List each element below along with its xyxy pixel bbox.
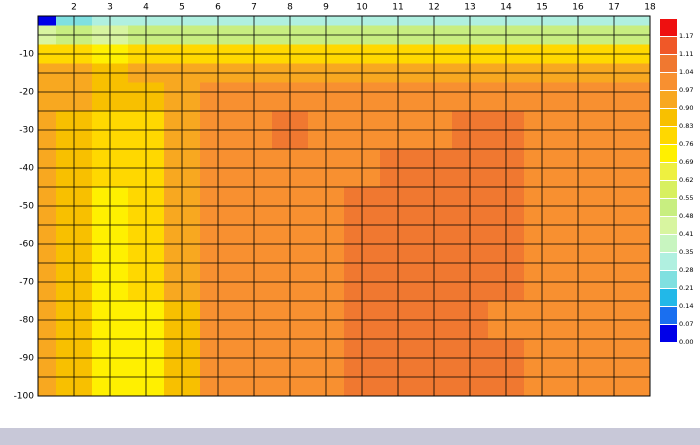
x-tick-label: 3 <box>107 3 113 13</box>
colorbar-label: 0.83 <box>679 122 693 130</box>
colorbar-label: 0.35 <box>679 248 693 256</box>
y-tick-label: -80 <box>19 316 34 326</box>
colorbar-box <box>660 325 677 342</box>
x-tick-label: 17 <box>608 3 619 13</box>
colorbar-label: 0.07 <box>679 320 693 328</box>
x-tick-label: 9 <box>323 3 329 13</box>
colorbar-box <box>660 163 677 180</box>
y-tick-label: -100 <box>14 392 35 402</box>
colorbar-label: 0.69 <box>679 158 693 166</box>
colorbar-label: 0.62 <box>679 176 693 184</box>
x-tick-label: 16 <box>572 3 584 13</box>
colorbar-box <box>660 217 677 234</box>
colorbar-box <box>660 307 677 324</box>
colorbar-box <box>660 235 677 252</box>
x-tick-label: 15 <box>536 3 547 13</box>
colorbar-label: 0.55 <box>679 194 693 202</box>
y-tick-label: -50 <box>19 202 34 212</box>
x-tick-label: 5 <box>179 3 185 13</box>
colorbar-box <box>660 145 677 162</box>
colorbar-box <box>660 91 677 108</box>
cell <box>38 377 57 397</box>
plot: 2 3 4 5 6 7 8 9 10 11 12 13 14 15 16 17 18 -10 -20 -30 -40 -5… <box>14 3 656 402</box>
colorbar-box <box>660 19 677 36</box>
colorbar-box <box>660 271 677 288</box>
colorbar-label: 1.17 <box>679 32 693 40</box>
colorbar-box <box>660 199 677 216</box>
x-tick-label: 10 <box>356 3 368 13</box>
bottom-band <box>0 428 700 445</box>
colorbar-box <box>660 181 677 198</box>
colorbar-box <box>660 289 677 306</box>
cell <box>632 16 651 26</box>
y-tick-label: -10 <box>19 50 34 60</box>
cell <box>38 16 57 26</box>
colorbar-label: 1.04 <box>679 68 693 76</box>
x-tick-label: 4 <box>143 3 149 13</box>
colorbar-box <box>660 73 677 90</box>
colorbar-label: 0.28 <box>679 266 693 274</box>
y-tick-label: -20 <box>19 88 34 98</box>
x-tick-label: 12 <box>428 3 439 13</box>
colorbar-label: 0.00 <box>679 338 693 346</box>
colorbar-label: 0.97 <box>679 86 693 94</box>
colorbar-box <box>660 127 677 144</box>
x-tick-label: 2 <box>71 3 77 13</box>
x-tick-label: 18 <box>644 3 656 13</box>
x-tick-label: 7 <box>251 3 257 13</box>
colorbar-box <box>660 253 677 270</box>
x-tick-label: 13 <box>464 3 475 13</box>
cell <box>632 377 651 397</box>
colorbar-label: 0.41 <box>679 230 693 238</box>
colorbar-label: 0.21 <box>679 284 693 292</box>
y-tick-label: -40 <box>19 164 34 174</box>
x-tick-label: 11 <box>392 3 403 13</box>
y-tick-label: -70 <box>19 278 34 288</box>
x-tick-label: 6 <box>215 3 221 13</box>
colorbar-box <box>660 55 677 72</box>
cell <box>38 82 57 112</box>
colorbar-box <box>660 37 677 54</box>
colorbar-label: 0.14 <box>679 302 693 310</box>
y-tick-label: -30 <box>19 126 34 136</box>
cell <box>632 82 651 112</box>
x-tick-label: 8 <box>287 3 293 13</box>
colorbar-label: 0.76 <box>679 140 693 148</box>
colorbar-box <box>660 109 677 126</box>
colorbar-label: 0.90 <box>679 104 693 112</box>
colorbar-label: 1.11 <box>679 50 693 58</box>
x-tick-label: 14 <box>500 3 512 13</box>
colorbar: 0.00 0.07 0.14 0.21 0.28 0.35 0.41 0.48 0.55 0.62… <box>660 19 693 346</box>
plot-frame <box>37 15 651 397</box>
y-tick-label: -60 <box>19 240 34 250</box>
colorbar-label: 0.48 <box>679 212 693 220</box>
y-tick-label: -90 <box>19 354 34 364</box>
